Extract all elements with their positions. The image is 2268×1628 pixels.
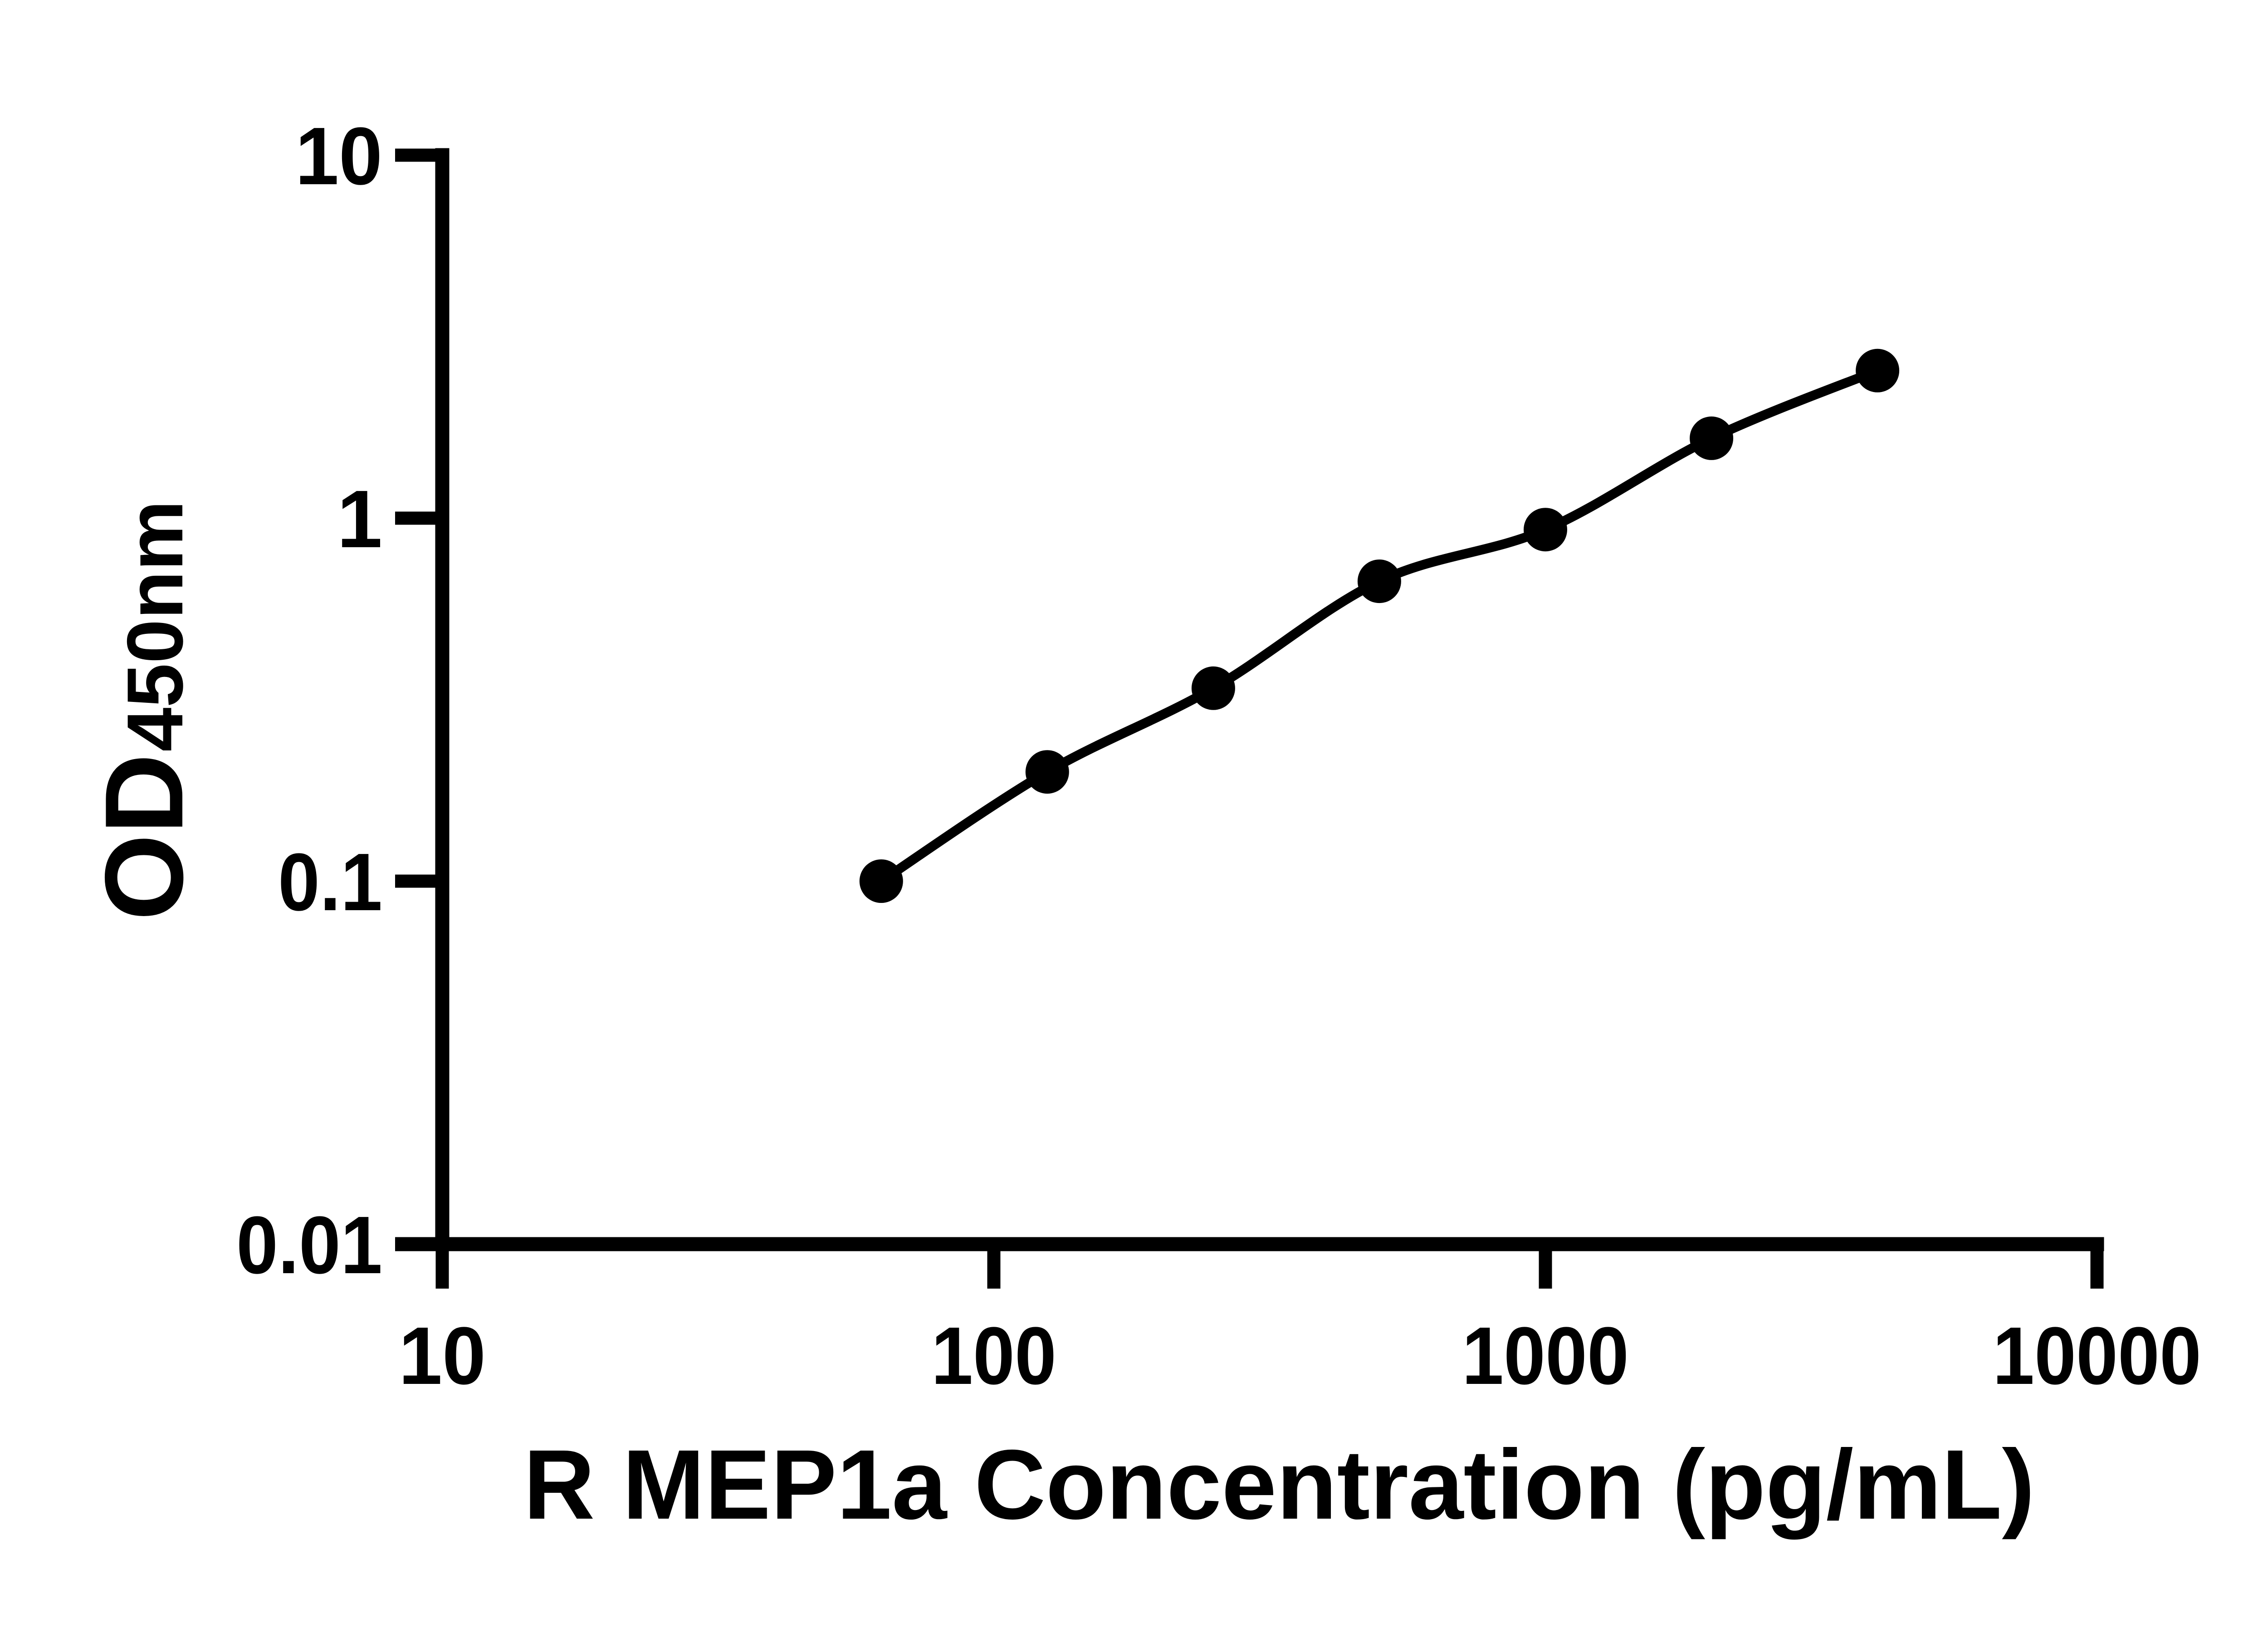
y-axis-title-subscript: 450nm: [111, 500, 200, 752]
data-point-marker: [859, 859, 903, 903]
y-tick-label: 0.01: [236, 1200, 382, 1291]
x-axis-title: R MEP1a Concentration (pg/mL): [523, 1430, 2035, 1540]
x-tick-label: 10: [399, 1310, 486, 1402]
x-tick-label: 10000: [1993, 1310, 2201, 1402]
y-tick-label: 10: [295, 111, 382, 202]
y-tick-label: 0.1: [278, 837, 382, 928]
x-tick-label: 1000: [1462, 1310, 1629, 1402]
y-tick-label: 1: [337, 474, 382, 565]
data-point-marker: [1690, 416, 1734, 460]
y-axis-title: OD 450nm: [82, 500, 206, 921]
data-point-marker: [1856, 348, 1900, 392]
data-point-marker: [1524, 508, 1567, 552]
data-point-marker: [1025, 750, 1069, 794]
data-point-marker: [1357, 559, 1401, 603]
x-tick-label: 100: [931, 1310, 1056, 1402]
data-point-marker: [1191, 666, 1235, 710]
y-axis-title-main: OD: [82, 754, 206, 921]
